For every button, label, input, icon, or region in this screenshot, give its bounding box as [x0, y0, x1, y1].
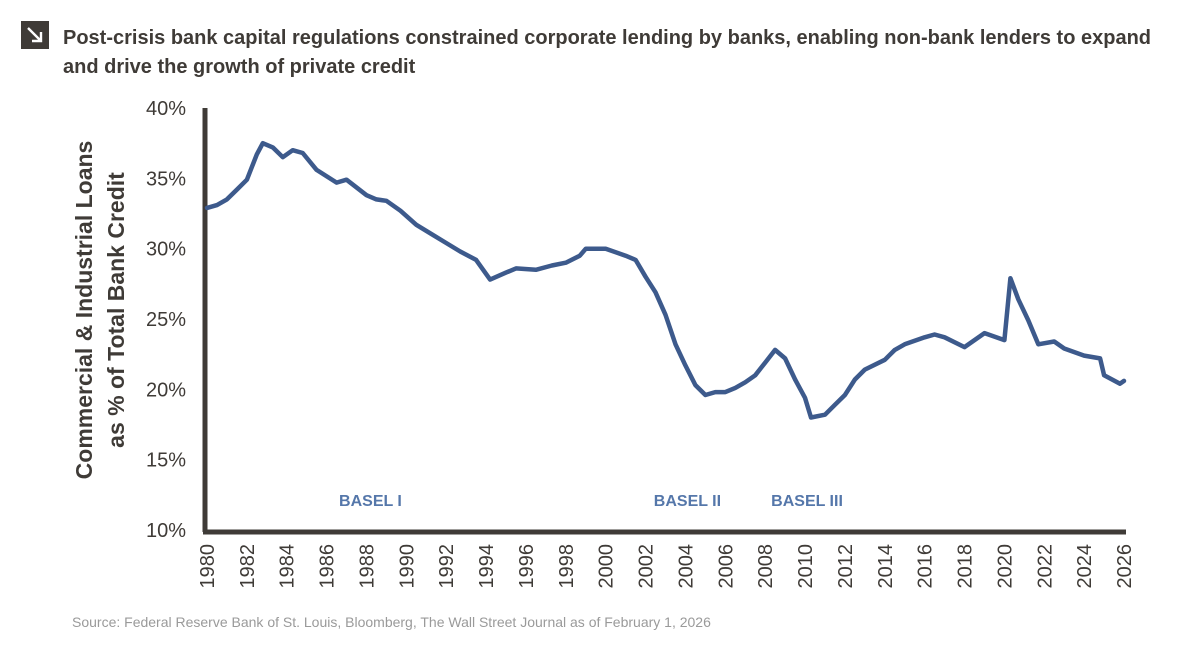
x-tick-label: 2024 — [1074, 544, 1096, 589]
x-tick-label: 2000 — [596, 544, 618, 589]
x-tick-label: 1986 — [317, 544, 339, 589]
series-line — [204, 140, 1127, 420]
y-axis-label: Commercial & Industrial Loans — [71, 141, 97, 480]
x-tick-label: 2012 — [835, 544, 857, 589]
annotation-label: BASEL II — [654, 493, 721, 510]
x-tick-label: 1990 — [396, 544, 418, 589]
x-tick-label: 2006 — [715, 544, 737, 589]
source-note: Source: Federal Reserve Bank of St. Loui… — [72, 614, 711, 630]
x-tick-label: 2002 — [636, 544, 658, 589]
x-tick-label: 2022 — [1034, 544, 1056, 589]
x-tick-label: 1982 — [237, 544, 259, 589]
y-tick-label: 30% — [146, 239, 186, 261]
y-tick-label: 15% — [146, 450, 186, 472]
arrow-down-right-icon — [21, 21, 49, 49]
x-tick-label: 2016 — [915, 544, 937, 589]
x-tick-label: 2018 — [955, 544, 977, 589]
y-tick-label: 20% — [146, 379, 186, 401]
x-tick-label: 1996 — [516, 544, 538, 589]
y-tick-label: 10% — [146, 520, 186, 542]
y-axis-label: as % of Total Bank Credit — [103, 172, 129, 448]
annotation-label: BASEL III — [771, 493, 843, 510]
y-tick-label: 40% — [146, 98, 186, 120]
x-tick-label: 1998 — [556, 544, 578, 589]
x-tick-label: 2004 — [675, 544, 697, 589]
y-tick-label: 35% — [146, 168, 186, 190]
x-tick-label: 1980 — [197, 544, 219, 589]
x-tick-label: 2020 — [994, 544, 1016, 589]
x-tick-label: 2010 — [795, 544, 817, 589]
x-tick-label: 1988 — [356, 544, 378, 589]
x-tick-label: 2008 — [755, 544, 777, 589]
x-tick-label: 1992 — [436, 544, 458, 589]
x-tick-label: 1994 — [476, 544, 498, 589]
x-tick-label: 2026 — [1114, 544, 1136, 589]
y-tick-label: 25% — [146, 309, 186, 331]
x-tick-label: 1984 — [277, 544, 299, 589]
annotation-label: BASEL I — [339, 493, 402, 510]
x-tick-label: 2014 — [875, 544, 897, 589]
chart-title: Post-crisis bank capital regulations con… — [63, 27, 1151, 78]
